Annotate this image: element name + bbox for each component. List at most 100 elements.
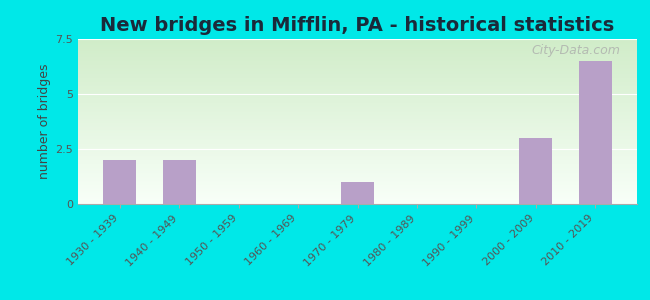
Bar	[78, 159, 637, 160]
Bar	[78, 126, 637, 127]
Bar	[78, 158, 637, 159]
Bar	[78, 75, 637, 76]
Bar	[78, 112, 637, 113]
Bar	[78, 195, 637, 196]
Bar	[78, 181, 637, 182]
Bar	[78, 76, 637, 77]
Bar	[78, 80, 637, 81]
Title: New bridges in Mifflin, PA - historical statistics: New bridges in Mifflin, PA - historical …	[100, 16, 615, 35]
Bar	[78, 49, 637, 50]
Bar	[78, 104, 637, 105]
Bar	[78, 127, 637, 128]
Bar	[78, 141, 637, 142]
Bar	[78, 48, 637, 49]
Bar	[78, 121, 637, 122]
Bar	[78, 109, 637, 110]
Bar	[78, 107, 637, 108]
Bar	[78, 54, 637, 55]
Bar	[78, 173, 637, 174]
Bar	[78, 199, 637, 200]
Bar	[78, 139, 637, 140]
Bar	[78, 178, 637, 179]
Bar	[78, 115, 637, 116]
Bar	[78, 137, 637, 138]
Bar	[78, 79, 637, 80]
Bar	[78, 169, 637, 170]
Bar	[78, 46, 637, 47]
Bar	[78, 62, 637, 63]
Bar	[78, 100, 637, 101]
Bar	[78, 180, 637, 181]
Bar	[78, 55, 637, 56]
Bar	[78, 133, 637, 134]
Bar	[78, 165, 637, 166]
Bar	[78, 188, 637, 189]
Bar	[78, 69, 637, 70]
Bar	[78, 202, 637, 203]
Y-axis label: number of bridges: number of bridges	[38, 64, 51, 179]
Bar	[78, 84, 637, 85]
Bar	[78, 150, 637, 151]
Bar	[78, 177, 637, 178]
Bar	[78, 101, 637, 102]
Bar	[78, 67, 637, 68]
Bar	[78, 179, 637, 180]
Bar	[78, 183, 637, 184]
Bar	[78, 50, 637, 51]
Bar	[78, 70, 637, 71]
Bar	[78, 44, 637, 45]
Bar	[78, 114, 637, 115]
Bar	[78, 203, 637, 204]
Bar	[78, 132, 637, 133]
Bar	[78, 103, 637, 104]
Bar	[78, 56, 637, 57]
Bar	[78, 59, 637, 60]
Bar	[78, 52, 637, 53]
Bar	[78, 166, 637, 167]
Bar	[78, 124, 637, 125]
Bar	[78, 120, 637, 121]
Bar	[78, 57, 637, 58]
Bar	[78, 42, 637, 43]
Bar	[341, 182, 374, 204]
Bar	[78, 186, 637, 187]
Bar	[78, 131, 637, 132]
Bar	[78, 168, 637, 169]
Bar	[78, 138, 637, 139]
Bar	[78, 110, 637, 111]
Bar	[78, 151, 637, 152]
Bar	[78, 45, 637, 46]
Bar	[78, 129, 637, 130]
Bar	[78, 200, 637, 201]
Bar	[78, 64, 637, 65]
Bar	[78, 148, 637, 149]
Bar	[78, 136, 637, 137]
Bar	[78, 65, 637, 66]
Bar	[78, 94, 637, 95]
Bar	[78, 66, 637, 67]
Bar	[78, 198, 637, 199]
Bar	[579, 61, 612, 204]
Bar	[78, 81, 637, 82]
Bar	[78, 194, 637, 195]
Bar	[78, 123, 637, 124]
Bar	[78, 135, 637, 136]
Bar	[78, 89, 637, 90]
Bar	[78, 51, 637, 52]
Bar	[78, 83, 637, 84]
Bar	[78, 116, 637, 117]
Bar	[78, 130, 637, 131]
Bar	[78, 85, 637, 86]
Bar	[78, 154, 637, 155]
Bar	[78, 47, 637, 48]
Bar	[78, 122, 637, 123]
Bar	[78, 170, 637, 171]
Bar	[78, 149, 637, 150]
Bar	[78, 78, 637, 79]
Bar	[78, 167, 637, 168]
Bar	[78, 106, 637, 107]
Bar	[78, 182, 637, 183]
Bar	[78, 58, 637, 59]
Bar	[78, 174, 637, 175]
Bar	[78, 134, 637, 135]
